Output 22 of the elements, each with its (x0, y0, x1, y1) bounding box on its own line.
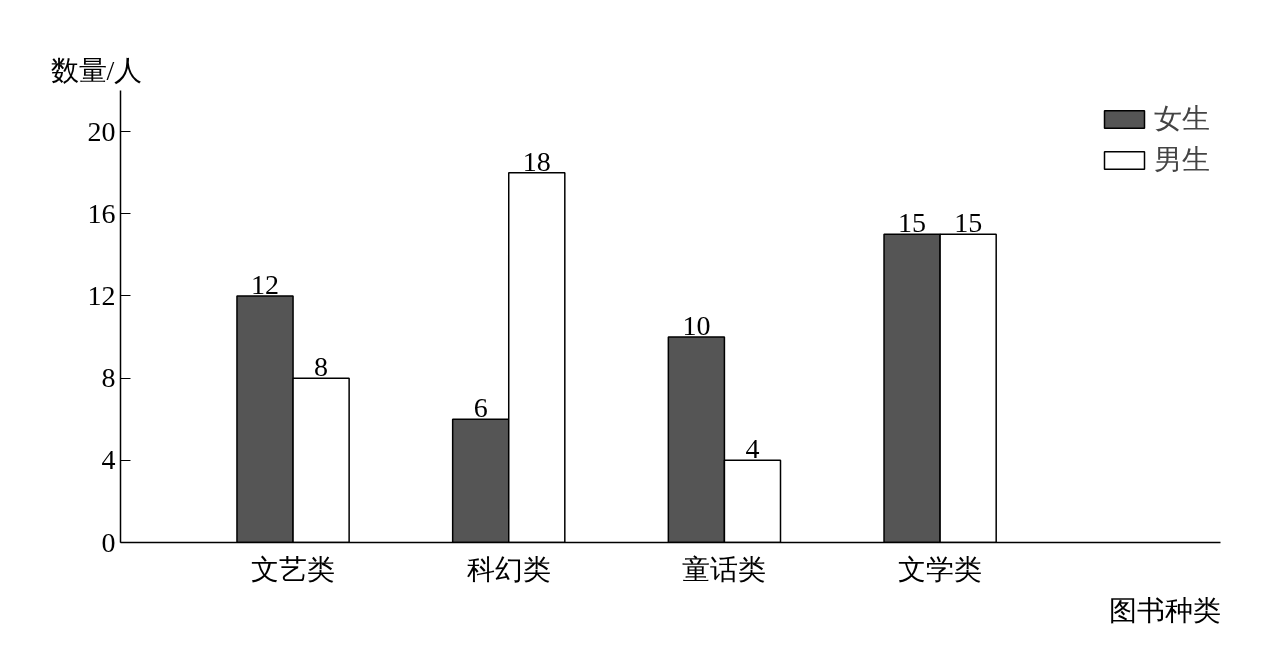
data-label: 10 (682, 310, 711, 342)
x-tick-label: 文学类 (898, 553, 983, 585)
y-tick-label: 16 (87, 197, 116, 229)
x-tick-label: 童话类 (682, 553, 767, 585)
x-tick-label: 文艺类 (251, 553, 336, 585)
data-label: 12 (251, 268, 280, 300)
x-axis-title: 图书种类 (1108, 594, 1221, 626)
y-tick-label: 20 (87, 115, 116, 147)
data-label: 4 (745, 433, 760, 465)
legend-label: 男生 (1154, 143, 1210, 177)
y-tick-label: 0 (101, 526, 116, 558)
data-label: 18 (522, 145, 551, 177)
data-label: 15 (954, 207, 983, 239)
y-tick-label: 12 (87, 279, 116, 311)
legend-label: 女生 (1154, 102, 1210, 136)
x-tick-label: 科幻类 (466, 553, 551, 585)
y-axis-title: 数量/人 (50, 54, 143, 86)
data-label: 15 (898, 207, 927, 239)
data-label: 8 (314, 351, 329, 383)
y-tick-label: 8 (101, 362, 116, 394)
data-label: 6 (473, 392, 488, 424)
y-tick-label: 4 (101, 444, 116, 476)
